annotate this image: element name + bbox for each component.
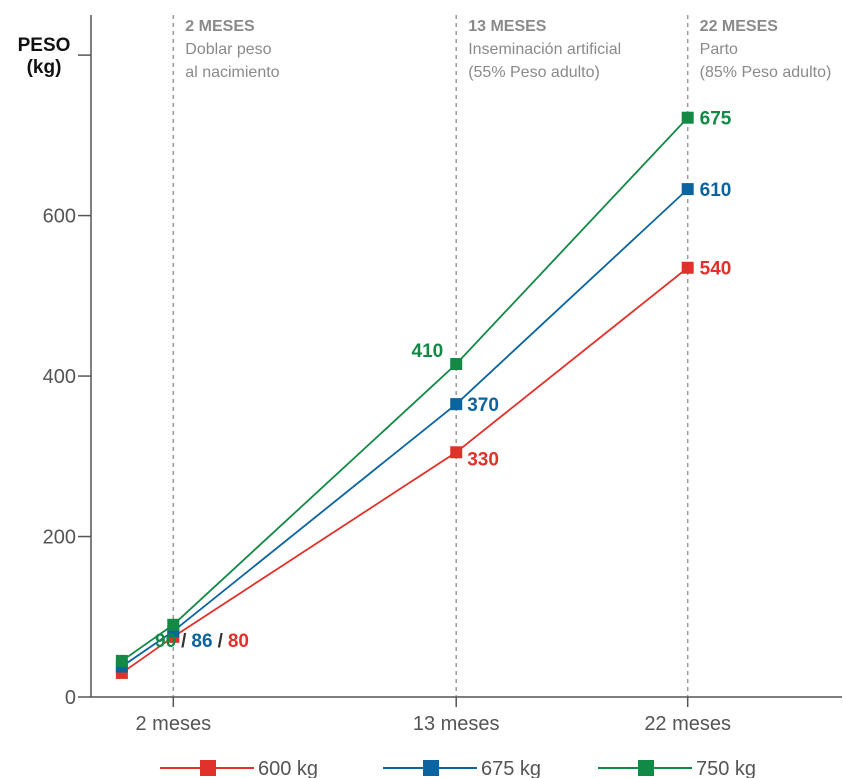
legend-marker xyxy=(423,760,439,776)
data-label: 675 xyxy=(700,109,732,130)
series-line xyxy=(121,117,689,662)
x-tick-label: 13 meses xyxy=(413,713,500,735)
data-point-marker xyxy=(115,654,128,667)
y-axis-label: PESO(kg) xyxy=(18,35,71,78)
milestone-title: 22 MESES xyxy=(700,18,779,35)
series-line xyxy=(121,188,689,668)
y-axis-label-line: (kg) xyxy=(27,57,62,78)
birth-weight-label: 90/86/80 xyxy=(155,631,249,652)
data-point-marker xyxy=(450,446,463,459)
milestone-lines xyxy=(172,15,689,697)
y-tick-label: 600 xyxy=(43,206,76,228)
x-tick-label: 2 meses xyxy=(136,713,212,735)
data-label: 370 xyxy=(467,395,499,416)
legend-label: 675 kg xyxy=(481,758,541,778)
milestone-description: (85% Peso adulto) xyxy=(700,64,832,81)
data-point-marker xyxy=(681,261,694,274)
data-point-marker xyxy=(450,358,463,371)
x-ticks: 2 meses 13 meses 22 meses xyxy=(136,697,731,735)
data-label: 330 xyxy=(467,449,499,470)
birth-weight-part: 80 xyxy=(228,631,249,652)
series-lines xyxy=(121,117,689,674)
series-markers xyxy=(115,111,694,679)
birth-weight-part: 90 xyxy=(155,631,176,652)
milestone-description: al nacimiento xyxy=(185,64,279,81)
birth-weight-part: / xyxy=(218,631,224,652)
series-line xyxy=(121,267,689,674)
milestone-description: (55% Peso adulto) xyxy=(468,64,600,81)
milestone-annotations: 2 MESES Doblar peso al nacimiento 13 MESES I… xyxy=(185,18,831,81)
data-label: 540 xyxy=(700,259,732,280)
milestone-description: Parto xyxy=(700,41,738,58)
x-tick-label: 22 meses xyxy=(644,713,731,735)
data-point-marker xyxy=(681,111,694,124)
data-point-marker xyxy=(450,398,463,411)
legend-label: 600 kg xyxy=(258,758,318,778)
data-point-marker xyxy=(681,183,694,196)
milestone-title: 13 MESES xyxy=(468,18,547,35)
data-label: 610 xyxy=(700,180,732,201)
milestone-description: Doblar peso xyxy=(185,41,271,58)
legend-marker xyxy=(638,760,654,776)
data-labels: 675 610 540 410 370 330 xyxy=(412,109,732,471)
legend-marker xyxy=(200,760,216,776)
y-tick-label: 400 xyxy=(43,366,76,388)
birth-weight-part: / xyxy=(181,631,187,652)
birth-weight-part: 86 xyxy=(191,631,212,652)
data-label: 410 xyxy=(412,341,444,362)
y-axis-label-line: PESO xyxy=(18,35,71,56)
legend: 600 kg 675 kg 750 kg xyxy=(160,758,756,778)
milestone-description: Inseminación artificial xyxy=(468,41,621,58)
legend-label: 750 kg xyxy=(696,758,756,778)
y-tick-label: 200 xyxy=(43,527,76,549)
axes xyxy=(90,15,842,698)
milestone-title: 2 MESES xyxy=(185,18,255,35)
y-ticks: 0 200 400 600 xyxy=(43,54,91,709)
data-point-marker xyxy=(167,618,180,631)
y-tick-label: 0 xyxy=(65,687,76,709)
